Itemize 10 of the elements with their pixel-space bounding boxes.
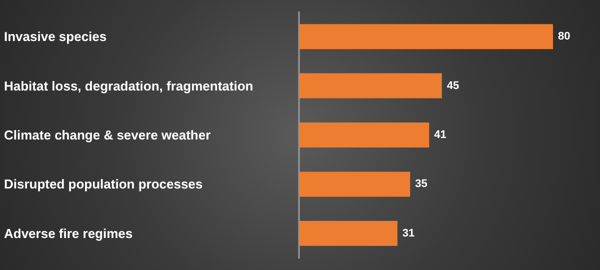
data-label: 80 (558, 30, 570, 43)
y-tick-label: Climate change & severe weather (4, 128, 211, 142)
data-label: 35 (415, 178, 428, 190)
y-tick-label: Invasive species (4, 29, 107, 44)
y-tick-label: Adverse fire regimes (4, 226, 133, 241)
data-label: 41 (434, 129, 446, 141)
data-label: 31 (402, 227, 415, 240)
y-tick-label: Habitat loss, degradation, fragmentation (4, 78, 254, 94)
y-tick-label: Disrupted population processes (4, 176, 203, 192)
data-label: 45 (446, 80, 460, 92)
